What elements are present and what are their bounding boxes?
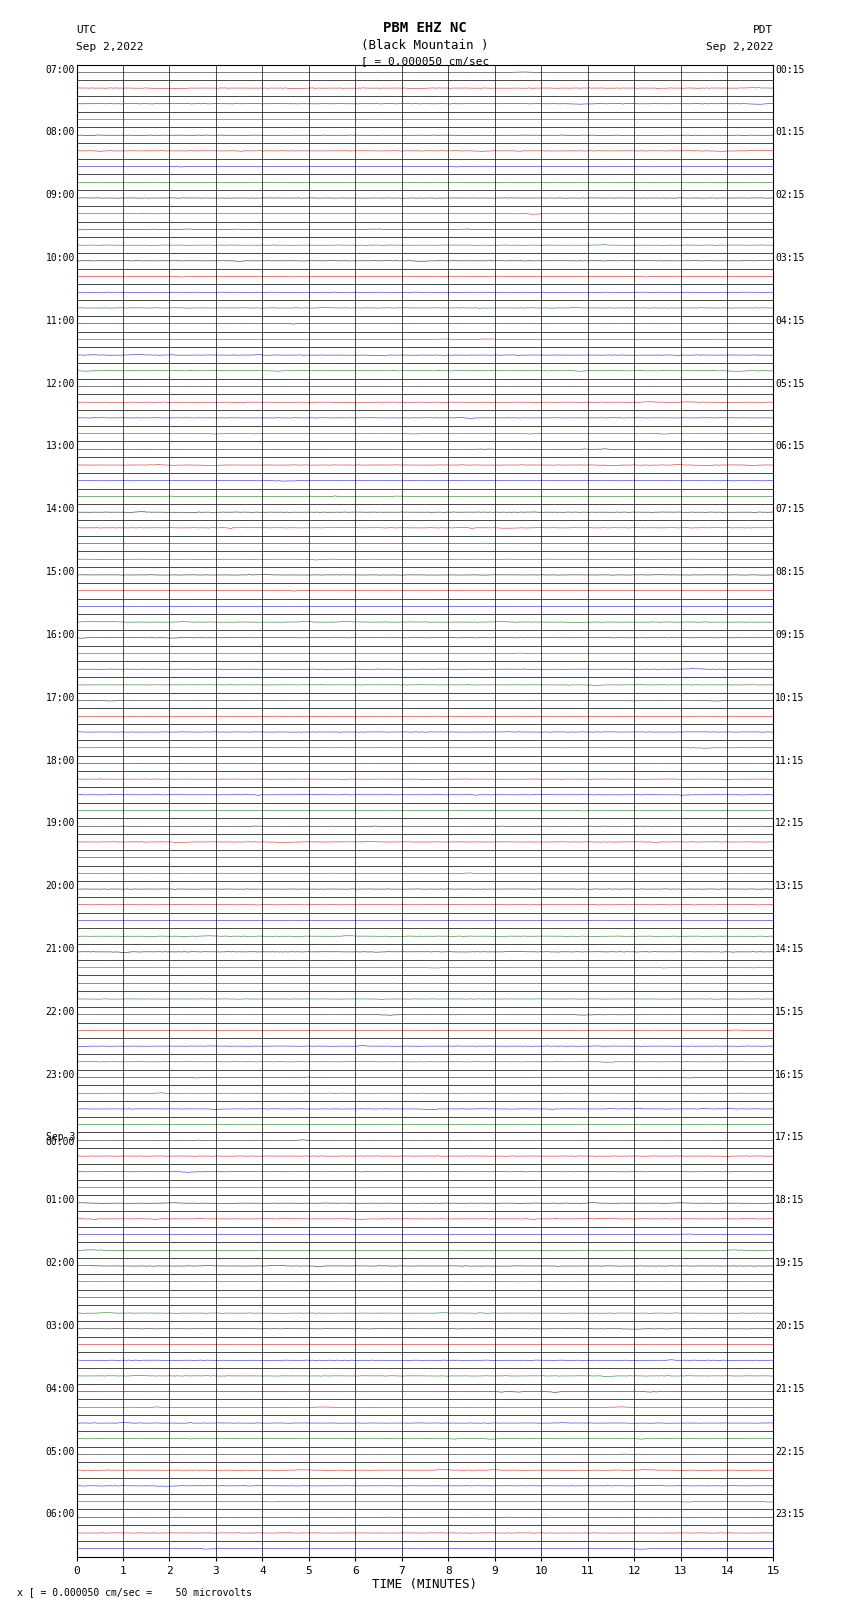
Text: 06:15: 06:15: [775, 442, 804, 452]
Text: 04:15: 04:15: [775, 316, 804, 326]
Text: 02:00: 02:00: [46, 1258, 75, 1268]
Text: 10:15: 10:15: [775, 692, 804, 703]
Text: Sep 2,2022: Sep 2,2022: [706, 42, 774, 52]
Text: 01:15: 01:15: [775, 127, 804, 137]
Text: 11:15: 11:15: [775, 755, 804, 766]
Text: 11:00: 11:00: [46, 316, 75, 326]
Text: 04:00: 04:00: [46, 1384, 75, 1394]
Text: 18:00: 18:00: [46, 755, 75, 766]
Text: 12:00: 12:00: [46, 379, 75, 389]
Text: 14:15: 14:15: [775, 944, 804, 953]
Text: 03:15: 03:15: [775, 253, 804, 263]
Text: 00:15: 00:15: [775, 65, 804, 74]
Text: 13:00: 13:00: [46, 442, 75, 452]
Text: PDT: PDT: [753, 26, 774, 35]
Text: 23:00: 23:00: [46, 1069, 75, 1079]
Text: 14:00: 14:00: [46, 505, 75, 515]
Text: 16:00: 16:00: [46, 631, 75, 640]
Text: 09:00: 09:00: [46, 190, 75, 200]
Text: 16:15: 16:15: [775, 1069, 804, 1079]
Text: 20:15: 20:15: [775, 1321, 804, 1331]
Text: PBM EHZ NC: PBM EHZ NC: [383, 21, 467, 35]
Text: 05:00: 05:00: [46, 1447, 75, 1457]
Text: 00:00: 00:00: [46, 1137, 75, 1147]
Text: [ = 0.000050 cm/sec: [ = 0.000050 cm/sec: [361, 56, 489, 66]
Text: 12:15: 12:15: [775, 818, 804, 829]
Text: 15:15: 15:15: [775, 1007, 804, 1016]
Text: 15:00: 15:00: [46, 568, 75, 577]
Text: 22:00: 22:00: [46, 1007, 75, 1016]
Text: Sep 2,2022: Sep 2,2022: [76, 42, 144, 52]
Text: 20:00: 20:00: [46, 881, 75, 892]
Text: 19:00: 19:00: [46, 818, 75, 829]
Text: 08:15: 08:15: [775, 568, 804, 577]
Text: 19:15: 19:15: [775, 1258, 804, 1268]
Text: 05:15: 05:15: [775, 379, 804, 389]
Text: 21:15: 21:15: [775, 1384, 804, 1394]
Text: UTC: UTC: [76, 26, 97, 35]
Text: 02:15: 02:15: [775, 190, 804, 200]
Text: x [ = 0.000050 cm/sec =    50 microvolts: x [ = 0.000050 cm/sec = 50 microvolts: [17, 1587, 252, 1597]
Text: 01:00: 01:00: [46, 1195, 75, 1205]
Text: 17:15: 17:15: [775, 1132, 804, 1142]
Text: 03:00: 03:00: [46, 1321, 75, 1331]
Text: 21:00: 21:00: [46, 944, 75, 953]
Text: 23:15: 23:15: [775, 1510, 804, 1519]
Text: Sep 3: Sep 3: [46, 1132, 75, 1142]
Text: 06:00: 06:00: [46, 1510, 75, 1519]
Text: 10:00: 10:00: [46, 253, 75, 263]
Text: 08:00: 08:00: [46, 127, 75, 137]
Text: 22:15: 22:15: [775, 1447, 804, 1457]
Text: 07:00: 07:00: [46, 65, 75, 74]
Text: (Black Mountain ): (Black Mountain ): [361, 39, 489, 52]
Text: 09:15: 09:15: [775, 631, 804, 640]
X-axis label: TIME (MINUTES): TIME (MINUTES): [372, 1579, 478, 1592]
Text: 13:15: 13:15: [775, 881, 804, 892]
Text: 17:00: 17:00: [46, 692, 75, 703]
Text: 18:15: 18:15: [775, 1195, 804, 1205]
Text: 07:15: 07:15: [775, 505, 804, 515]
